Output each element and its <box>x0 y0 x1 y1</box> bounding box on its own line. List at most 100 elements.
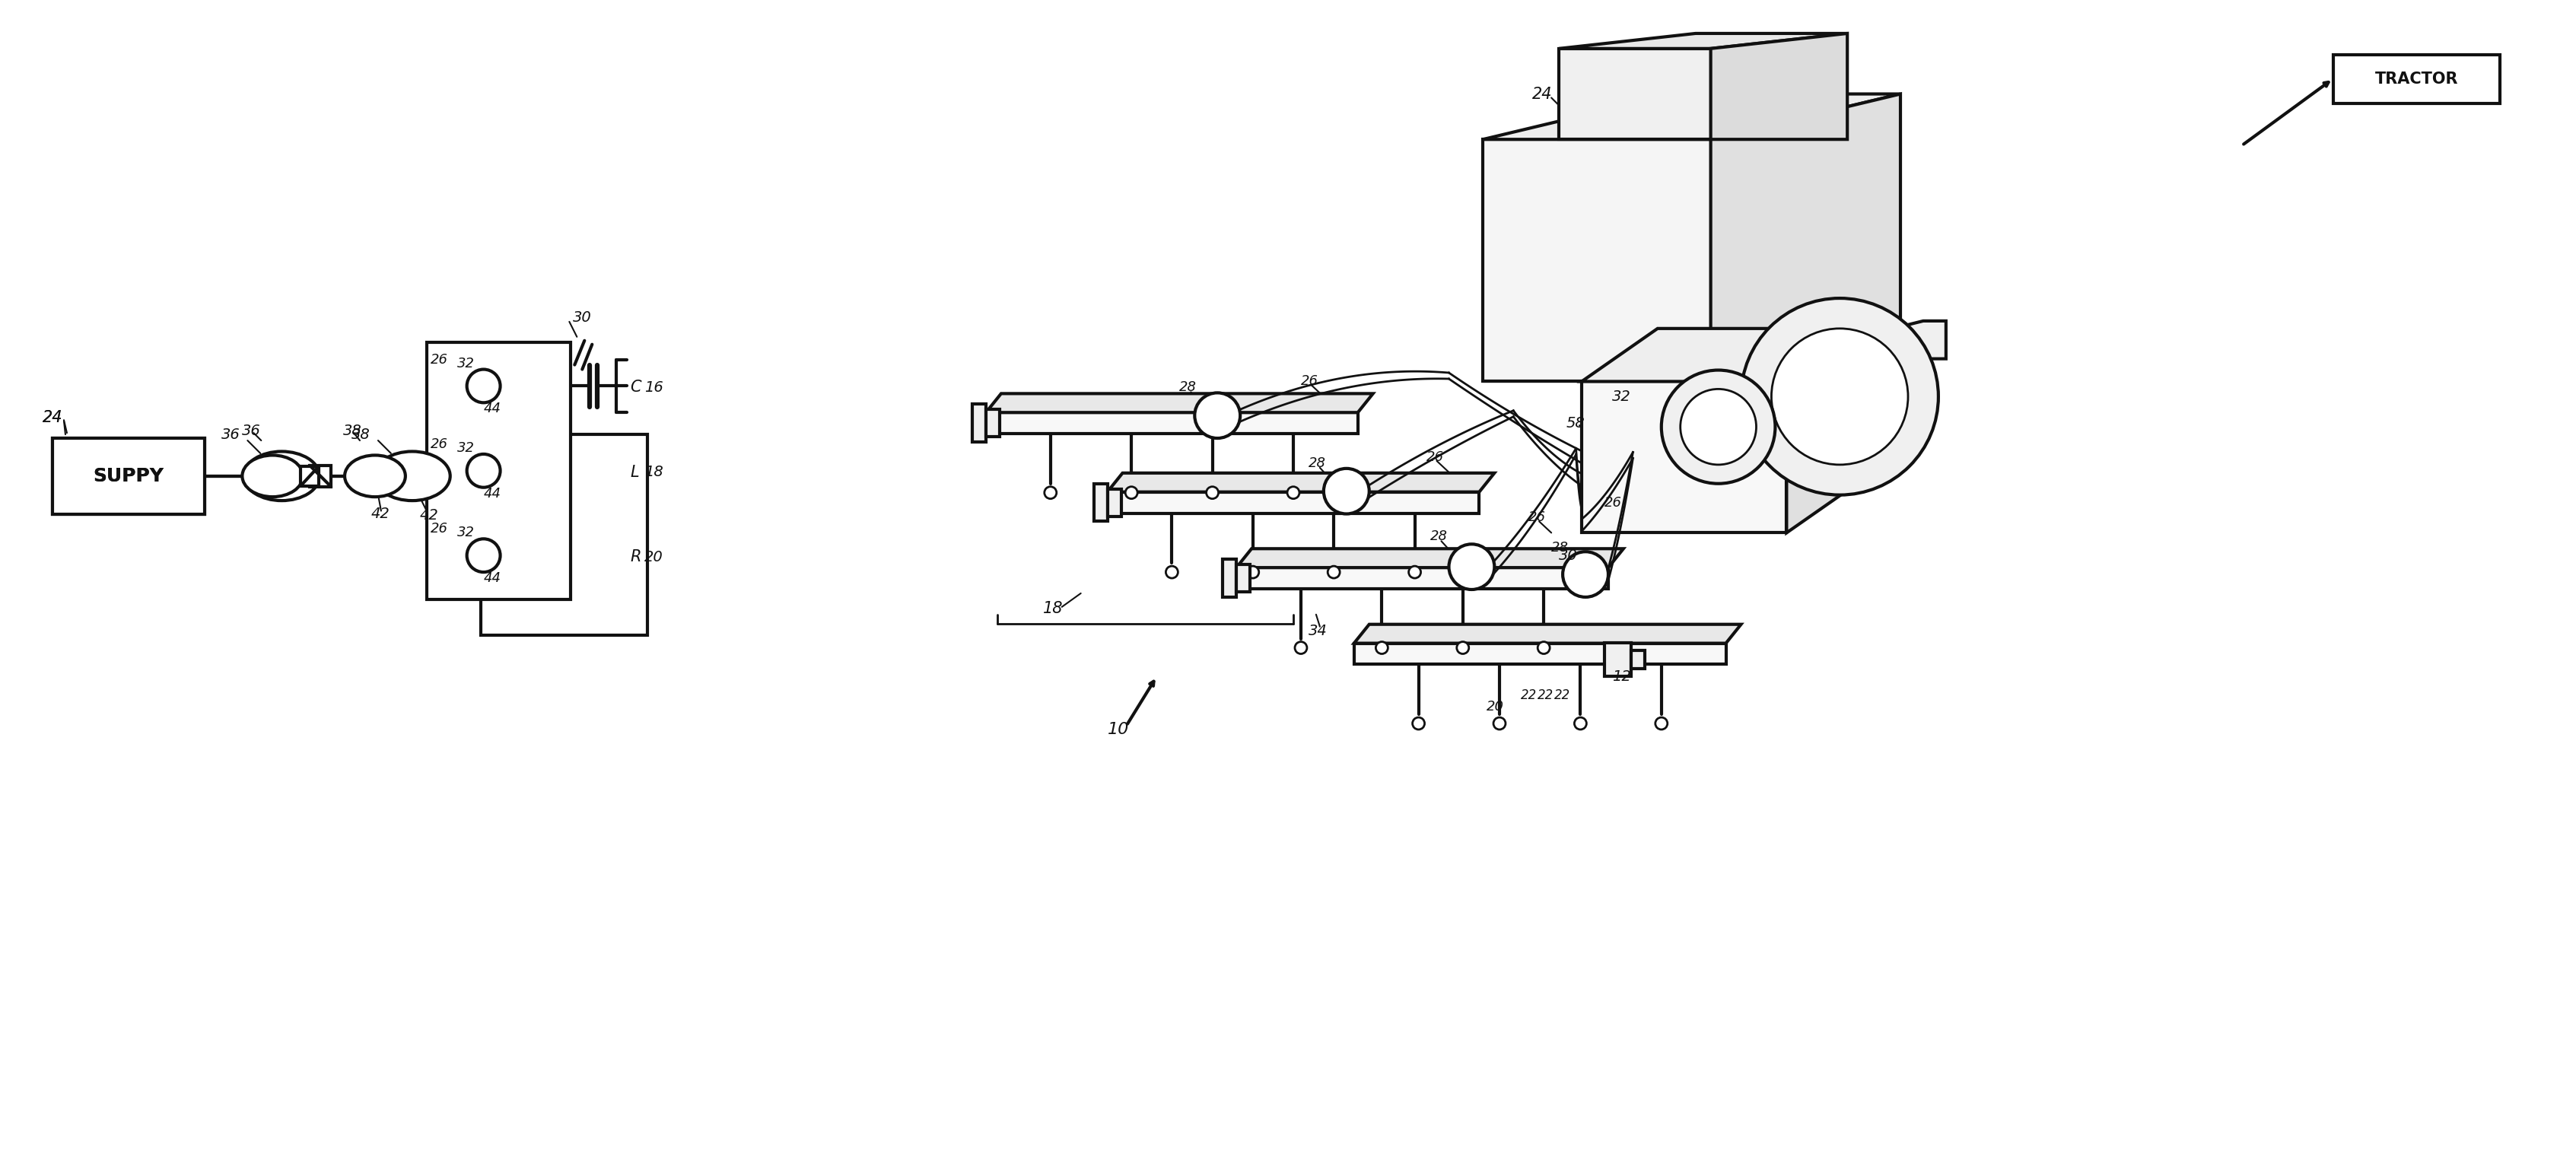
Bar <box>428 343 572 599</box>
Polygon shape <box>1108 491 1479 513</box>
Text: TRACTOR: TRACTOR <box>2375 72 2458 87</box>
Bar <box>1095 483 1108 522</box>
Polygon shape <box>1788 328 1862 533</box>
Circle shape <box>1288 487 1298 499</box>
Ellipse shape <box>242 455 304 497</box>
Text: 34: 34 <box>1309 624 1327 638</box>
Circle shape <box>1448 544 1494 590</box>
Ellipse shape <box>374 452 451 501</box>
Text: 26: 26 <box>1528 510 1546 524</box>
Bar <box>301 466 319 486</box>
Circle shape <box>1043 487 1056 499</box>
Text: 26: 26 <box>430 438 448 452</box>
Text: 26: 26 <box>1605 496 1623 509</box>
Circle shape <box>1574 718 1587 730</box>
Text: 44: 44 <box>484 487 502 501</box>
Polygon shape <box>1484 94 1901 140</box>
Circle shape <box>1538 642 1551 653</box>
Text: 30: 30 <box>1558 548 1577 563</box>
Circle shape <box>1296 642 1306 653</box>
Text: 42: 42 <box>371 507 389 521</box>
Polygon shape <box>1108 473 1494 491</box>
Polygon shape <box>1582 328 1862 381</box>
Circle shape <box>1409 567 1422 578</box>
Text: 10: 10 <box>1108 721 1128 737</box>
Circle shape <box>1458 642 1468 653</box>
Bar <box>309 466 332 487</box>
Ellipse shape <box>245 452 319 501</box>
Text: C: C <box>631 380 641 395</box>
Polygon shape <box>1236 568 1607 589</box>
Text: 16: 16 <box>644 380 662 395</box>
Text: 38: 38 <box>350 427 371 442</box>
Circle shape <box>1494 718 1504 730</box>
Text: 28: 28 <box>1551 541 1569 555</box>
Circle shape <box>466 369 500 402</box>
Polygon shape <box>1710 34 1847 140</box>
Circle shape <box>1376 642 1388 653</box>
Text: 44: 44 <box>484 402 502 415</box>
Bar <box>1224 560 1236 597</box>
Polygon shape <box>1862 321 1945 359</box>
Text: SUPPY: SUPPY <box>93 467 165 486</box>
Polygon shape <box>1355 643 1726 664</box>
Bar <box>1631 650 1643 669</box>
Text: 58: 58 <box>1566 416 1584 430</box>
Text: 24: 24 <box>1533 87 1553 102</box>
Circle shape <box>1412 718 1425 730</box>
Text: 32: 32 <box>456 526 474 540</box>
Polygon shape <box>1558 48 1710 140</box>
Text: 24: 24 <box>44 411 62 426</box>
Text: 38: 38 <box>343 423 363 438</box>
Circle shape <box>1126 487 1139 499</box>
Text: 26: 26 <box>1301 374 1319 388</box>
Text: 42: 42 <box>420 508 438 523</box>
Bar <box>1605 643 1631 677</box>
Bar <box>52 439 204 514</box>
Text: 26: 26 <box>430 353 448 366</box>
Circle shape <box>1327 567 1340 578</box>
Text: 22: 22 <box>1520 689 1538 703</box>
Bar <box>2334 55 2499 103</box>
Circle shape <box>1656 718 1667 730</box>
Circle shape <box>1167 567 1177 578</box>
Text: 30: 30 <box>572 311 592 325</box>
Text: 32: 32 <box>456 441 474 455</box>
Circle shape <box>1741 298 1937 495</box>
Circle shape <box>1247 567 1260 578</box>
Text: 20: 20 <box>1486 700 1504 713</box>
Circle shape <box>1680 389 1757 465</box>
Circle shape <box>1206 487 1218 499</box>
Circle shape <box>1772 328 1909 465</box>
Text: 28: 28 <box>1430 530 1448 543</box>
Text: 26: 26 <box>1427 450 1443 465</box>
Bar <box>1236 564 1249 592</box>
Bar <box>971 405 987 442</box>
Circle shape <box>466 454 500 488</box>
Text: 18: 18 <box>644 465 662 480</box>
Polygon shape <box>1236 549 1623 568</box>
Text: 12: 12 <box>1613 670 1631 684</box>
Text: 28: 28 <box>1180 381 1198 394</box>
Polygon shape <box>1484 140 1710 381</box>
Bar <box>1108 489 1121 516</box>
Circle shape <box>1564 551 1607 597</box>
Text: 22: 22 <box>1538 689 1553 703</box>
Text: 22: 22 <box>1553 689 1571 703</box>
Text: SUPPY: SUPPY <box>93 467 165 486</box>
Circle shape <box>1324 468 1370 514</box>
Text: 44: 44 <box>484 571 502 585</box>
Bar <box>482 434 647 635</box>
Text: 36: 36 <box>242 423 260 438</box>
Text: 24: 24 <box>44 411 62 426</box>
Text: 18: 18 <box>1043 601 1064 616</box>
Polygon shape <box>1558 34 1847 48</box>
Text: 36: 36 <box>222 427 240 442</box>
Text: 32: 32 <box>456 357 474 371</box>
Bar <box>52 439 204 514</box>
Polygon shape <box>987 394 1373 413</box>
Polygon shape <box>1582 381 1788 533</box>
Polygon shape <box>987 413 1358 434</box>
Text: R: R <box>631 549 641 564</box>
Polygon shape <box>1355 624 1741 643</box>
